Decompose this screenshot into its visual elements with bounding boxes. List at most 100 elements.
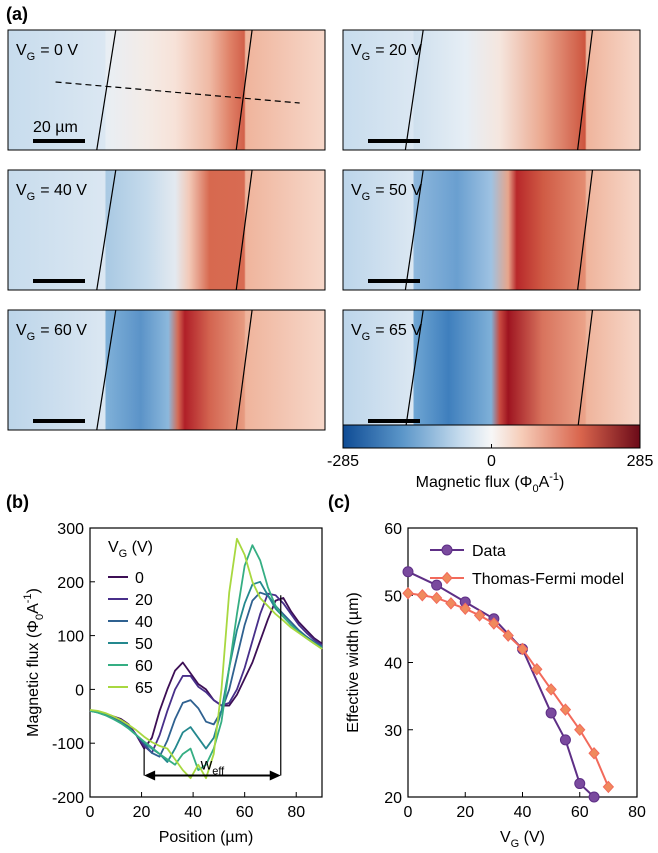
sample-edge xyxy=(577,169,594,291)
map-label-part: V xyxy=(351,42,362,59)
x-axis-label-part: (V) xyxy=(519,829,545,846)
marker xyxy=(559,734,571,746)
map-label: VG = 0 V xyxy=(16,42,78,63)
sample-edge xyxy=(577,29,594,151)
sample-edge xyxy=(235,29,253,151)
flux-line xyxy=(89,537,323,780)
marker xyxy=(574,723,586,736)
legend-label: Thomas-Fermi model xyxy=(472,571,624,588)
panel-label: (a) xyxy=(6,4,28,24)
marker xyxy=(502,629,514,642)
width-label-part: w xyxy=(200,756,213,773)
marker xyxy=(445,597,457,610)
map-label: VG = 60 V xyxy=(16,322,87,343)
sample-edge xyxy=(235,169,253,291)
map-label-part: V xyxy=(351,182,362,199)
arrow-head xyxy=(144,770,156,781)
map-label-part: V xyxy=(16,322,27,339)
sample-edge xyxy=(96,309,117,431)
width-label-part: eff xyxy=(212,765,225,777)
marker xyxy=(441,571,453,585)
x-tick-label: 0 xyxy=(404,804,413,821)
x-axis-label-part: G xyxy=(511,838,520,850)
legend-title-part: (V) xyxy=(127,539,153,556)
marker xyxy=(473,609,486,622)
map-label: VG = 40 V xyxy=(16,182,87,203)
flux-map xyxy=(7,309,326,431)
legend-title-part: G xyxy=(119,548,128,560)
width-line xyxy=(407,570,595,798)
map-label-part: G xyxy=(27,51,36,63)
map-label: VG = 65 V xyxy=(351,322,422,343)
marker xyxy=(402,586,414,600)
x-axis-label: Position (µm) xyxy=(159,829,254,846)
marker xyxy=(516,642,529,656)
sample-edge xyxy=(577,309,594,431)
y-tick-label: 20 xyxy=(384,790,402,807)
map-label-part: = 0 V xyxy=(40,42,78,59)
legend-label: 60 xyxy=(135,658,153,675)
marker xyxy=(416,589,428,602)
legend-label: 0 xyxy=(135,570,144,587)
flux-map xyxy=(7,29,326,151)
legend-label: 40 xyxy=(135,614,153,631)
y-axis-label: Effective width (µm) xyxy=(345,592,362,733)
colorbar-label-part: -1 xyxy=(549,471,559,483)
flux-map xyxy=(7,169,326,291)
x-tick-label: 60 xyxy=(571,804,589,821)
marker xyxy=(459,602,471,615)
y-tick-label: 30 xyxy=(384,723,402,740)
marker xyxy=(402,566,414,578)
y-tick-label: -100 xyxy=(52,736,84,753)
map-label-part: V xyxy=(351,322,362,339)
map-label: VG = 20 V xyxy=(351,42,422,63)
x-tick-label: 60 xyxy=(236,804,254,821)
x-tick-label: 80 xyxy=(628,804,646,821)
map-label-part: = 20 V xyxy=(375,42,422,59)
panel-label: (c) xyxy=(328,492,350,512)
y-tick-label: 100 xyxy=(57,629,84,646)
map-label: VG = 50 V xyxy=(351,182,422,203)
colorbar-label: Magnetic flux (Φ0A-1) xyxy=(416,471,565,495)
marker xyxy=(430,591,443,605)
marker xyxy=(574,778,586,790)
map-label-part: G xyxy=(27,191,36,203)
sample-edge xyxy=(404,309,424,431)
plot-frame xyxy=(407,527,638,798)
legend-label: 50 xyxy=(135,636,153,653)
colorbar-tick-label: 285 xyxy=(627,453,654,470)
width-label: weff xyxy=(200,756,226,777)
marker xyxy=(441,544,453,556)
y-axis-label-part: ) xyxy=(25,588,42,593)
marker xyxy=(488,617,500,630)
y-tick-label: 200 xyxy=(57,575,84,592)
y-tick-label: 50 xyxy=(384,588,402,605)
x-tick-label: 0 xyxy=(86,804,95,821)
sample-edge xyxy=(96,169,117,291)
sample-edge xyxy=(96,29,117,151)
scale-bar-label: 20 µm xyxy=(33,119,78,136)
flux-line xyxy=(89,544,323,771)
y-axis-label-part: Magnetic flux (Φ xyxy=(25,620,42,737)
sample-edge xyxy=(404,169,424,291)
legend-label: Data xyxy=(472,543,506,560)
marker xyxy=(545,707,557,719)
colorbar-label-part: 0 xyxy=(532,483,538,495)
map-label-part: = 40 V xyxy=(40,182,87,199)
colorbar-label-part: Magnetic flux (Φ xyxy=(416,474,533,491)
legend-title: VG (V) xyxy=(108,539,153,560)
legend-label: 65 xyxy=(135,680,153,697)
x-tick-label: 80 xyxy=(287,804,305,821)
y-axis-label-part: 0 xyxy=(34,614,46,620)
y-tick-label: 60 xyxy=(384,521,402,538)
y-tick-label: 0 xyxy=(75,682,84,699)
y-tick-label: 300 xyxy=(57,521,84,538)
map-label-part: G xyxy=(362,331,371,343)
y-axis-label-part: -1 xyxy=(22,593,34,603)
map-label-part: G xyxy=(362,191,371,203)
marker xyxy=(431,579,443,591)
map-label-part: V xyxy=(16,182,27,199)
marker xyxy=(559,703,572,716)
colorbar-tick-label: -285 xyxy=(327,453,359,470)
